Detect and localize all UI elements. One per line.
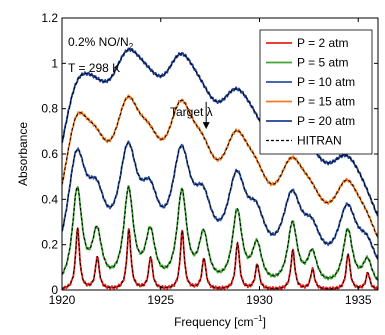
y-tick-label: 1.2 bbox=[41, 11, 58, 25]
y-tick-label: 0.6 bbox=[41, 147, 58, 161]
y-axis-label: Absorbance bbox=[16, 122, 30, 186]
temperature-annotation: T = 298 K bbox=[68, 61, 120, 75]
x-tick-label: 1925 bbox=[147, 293, 174, 307]
x-axis: 1920 1925 1930 1935 bbox=[49, 18, 372, 307]
legend-label: P = 5 atm bbox=[297, 56, 348, 70]
target-annotation: Target λ bbox=[170, 101, 213, 130]
series-line-hitran bbox=[62, 227, 378, 290]
series-line bbox=[62, 184, 378, 281]
legend-label: P = 15 atm bbox=[297, 95, 355, 109]
x-tick-label: 1935 bbox=[345, 293, 372, 307]
series-line-hitran bbox=[62, 49, 378, 217]
series-layer bbox=[62, 47, 378, 290]
series-line bbox=[62, 140, 378, 260]
target-label: Target λ bbox=[170, 105, 213, 119]
series-line bbox=[62, 227, 378, 290]
y-tick-label: 0 bbox=[51, 283, 58, 297]
y-tick-label: 0.4 bbox=[41, 192, 58, 206]
mixture-subscript: 2 bbox=[129, 42, 134, 51]
series-line-hitran bbox=[62, 186, 378, 281]
legend-label: P = 20 atm bbox=[297, 114, 355, 128]
x-tick-label: 1920 bbox=[49, 293, 76, 307]
mixture-annotation: 0.2% NO/N2 bbox=[68, 35, 134, 51]
legend-box bbox=[259, 29, 373, 155]
legend-label: P = 2 atm bbox=[297, 36, 348, 50]
x-axis-label-sup: −1 bbox=[253, 314, 263, 323]
legend-label: P = 10 atm bbox=[297, 75, 355, 89]
x-axis-label-end: ] bbox=[263, 315, 266, 329]
x-axis-label-text: Frequency [cm bbox=[174, 315, 253, 329]
y-tick-label: 1 bbox=[51, 56, 58, 70]
legend-label: HITRAN bbox=[297, 134, 342, 148]
y-tick-label: 0.8 bbox=[41, 102, 58, 116]
mixture-text: 0.2% NO/N bbox=[68, 35, 129, 49]
series-line-hitran bbox=[62, 142, 378, 260]
legend: P = 2 atm P = 5 atm P = 10 atm P = 15 atm P … bbox=[259, 29, 373, 155]
series-line-hitran bbox=[62, 96, 378, 239]
x-axis-label: Frequency [cm−1] bbox=[174, 314, 266, 329]
series-line bbox=[62, 94, 378, 239]
y-tick-label: 0.2 bbox=[41, 238, 58, 252]
x-tick-label: 1930 bbox=[246, 293, 273, 307]
target-arrowhead bbox=[202, 122, 210, 130]
y-axis: 0 0.2 0.4 0.6 0.8 1 1.2 bbox=[41, 11, 378, 297]
